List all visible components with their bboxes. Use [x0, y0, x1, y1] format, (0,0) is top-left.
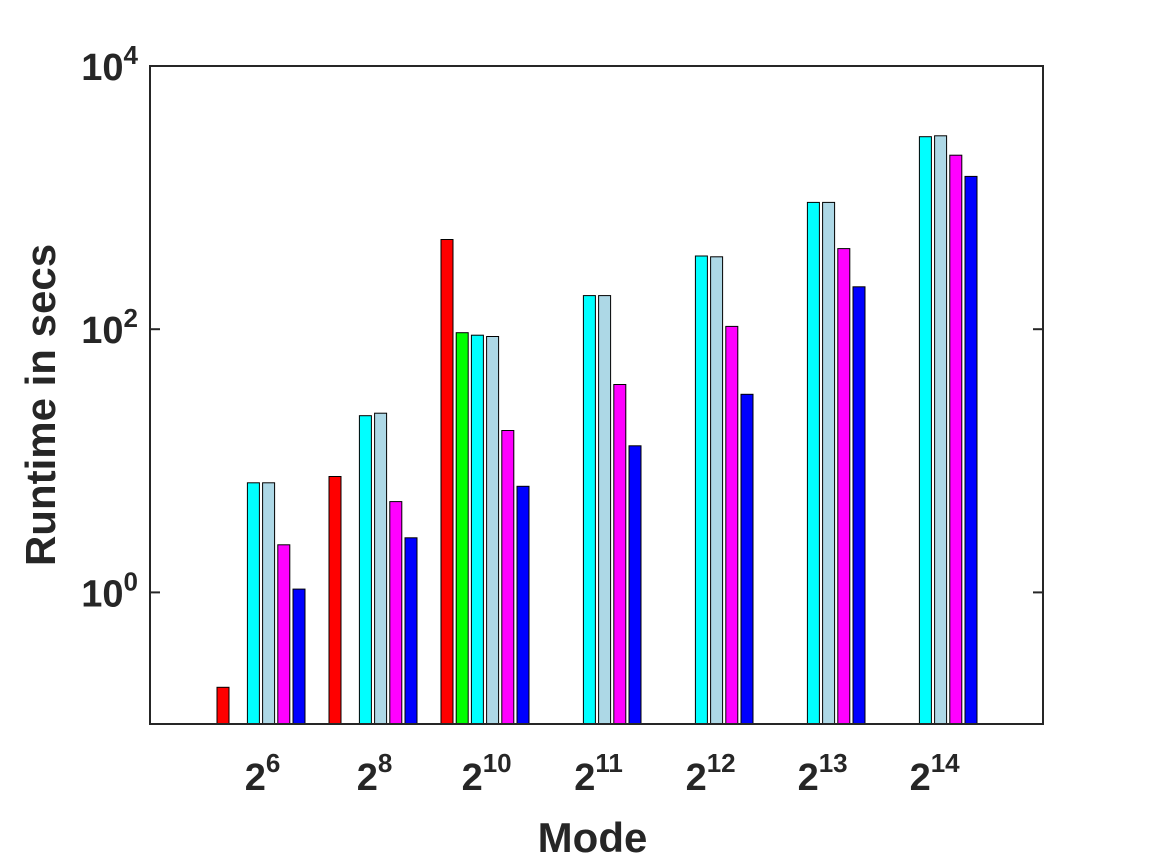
bar-series-6-cat-3 [516, 485, 530, 725]
x-tick-label-2: 28 [357, 748, 393, 799]
bar-series-3-cat-3 [470, 334, 484, 725]
bar-series-4-cat-3 [486, 336, 500, 725]
bars-layer [216, 135, 978, 725]
ticks-layer: 100 102 104 26 28 210 211 212 213 214 [81, 40, 1043, 799]
bar-series-6-cat-5 [740, 393, 754, 725]
bar-series-3-cat-7 [918, 136, 932, 725]
bar-series-1-cat-1 [216, 686, 230, 725]
bar-series-5-cat-4 [613, 384, 627, 725]
plot-frame [149, 65, 1044, 725]
bar-series-4-cat-4 [598, 295, 612, 725]
x-tick-label-1: 26 [245, 748, 281, 799]
bar-series-4-cat-6 [822, 201, 836, 725]
bar-series-5-cat-1 [277, 544, 291, 725]
bar-series-6-cat-2 [404, 537, 418, 725]
bar-series-6-cat-7 [964, 175, 978, 725]
bar-series-5-cat-3 [501, 430, 515, 725]
bar-series-3-cat-4 [582, 295, 596, 725]
y-axis-label: Runtime in secs [17, 244, 64, 566]
bar-series-5-cat-6 [837, 248, 851, 725]
bar-series-5-cat-2 [389, 501, 403, 725]
bar-series-1-cat-3 [440, 239, 454, 725]
bar-series-3-cat-1 [246, 482, 260, 725]
x-tick-label-5: 212 [686, 748, 736, 799]
bar-series-1-cat-2 [328, 476, 342, 725]
bar-series-4-cat-7 [934, 135, 948, 725]
x-axis-label: Mode [538, 814, 648, 861]
y-tick-label-2: 102 [81, 303, 138, 352]
y-tick-label-3: 104 [81, 40, 138, 89]
bar-series-3-cat-2 [358, 415, 372, 725]
bar-series-4-cat-2 [374, 412, 388, 725]
bar-series-2-cat-3 [455, 332, 469, 725]
bar-series-6-cat-6 [852, 286, 866, 725]
bar-series-5-cat-7 [949, 154, 963, 725]
x-tick-label-6: 213 [798, 748, 848, 799]
bar-series-4-cat-5 [710, 256, 724, 725]
bar-series-3-cat-5 [694, 255, 708, 725]
y-tick-label-1: 100 [81, 566, 138, 615]
x-tick-label-3: 210 [462, 748, 512, 799]
bar-series-6-cat-1 [292, 588, 306, 725]
bar-series-4-cat-1 [262, 482, 276, 725]
bar-series-5-cat-5 [725, 325, 739, 725]
bar-series-6-cat-4 [628, 445, 642, 725]
x-tick-label-7: 214 [910, 748, 961, 799]
x-tick-label-4: 211 [574, 748, 623, 799]
bar-series-3-cat-6 [806, 201, 820, 725]
